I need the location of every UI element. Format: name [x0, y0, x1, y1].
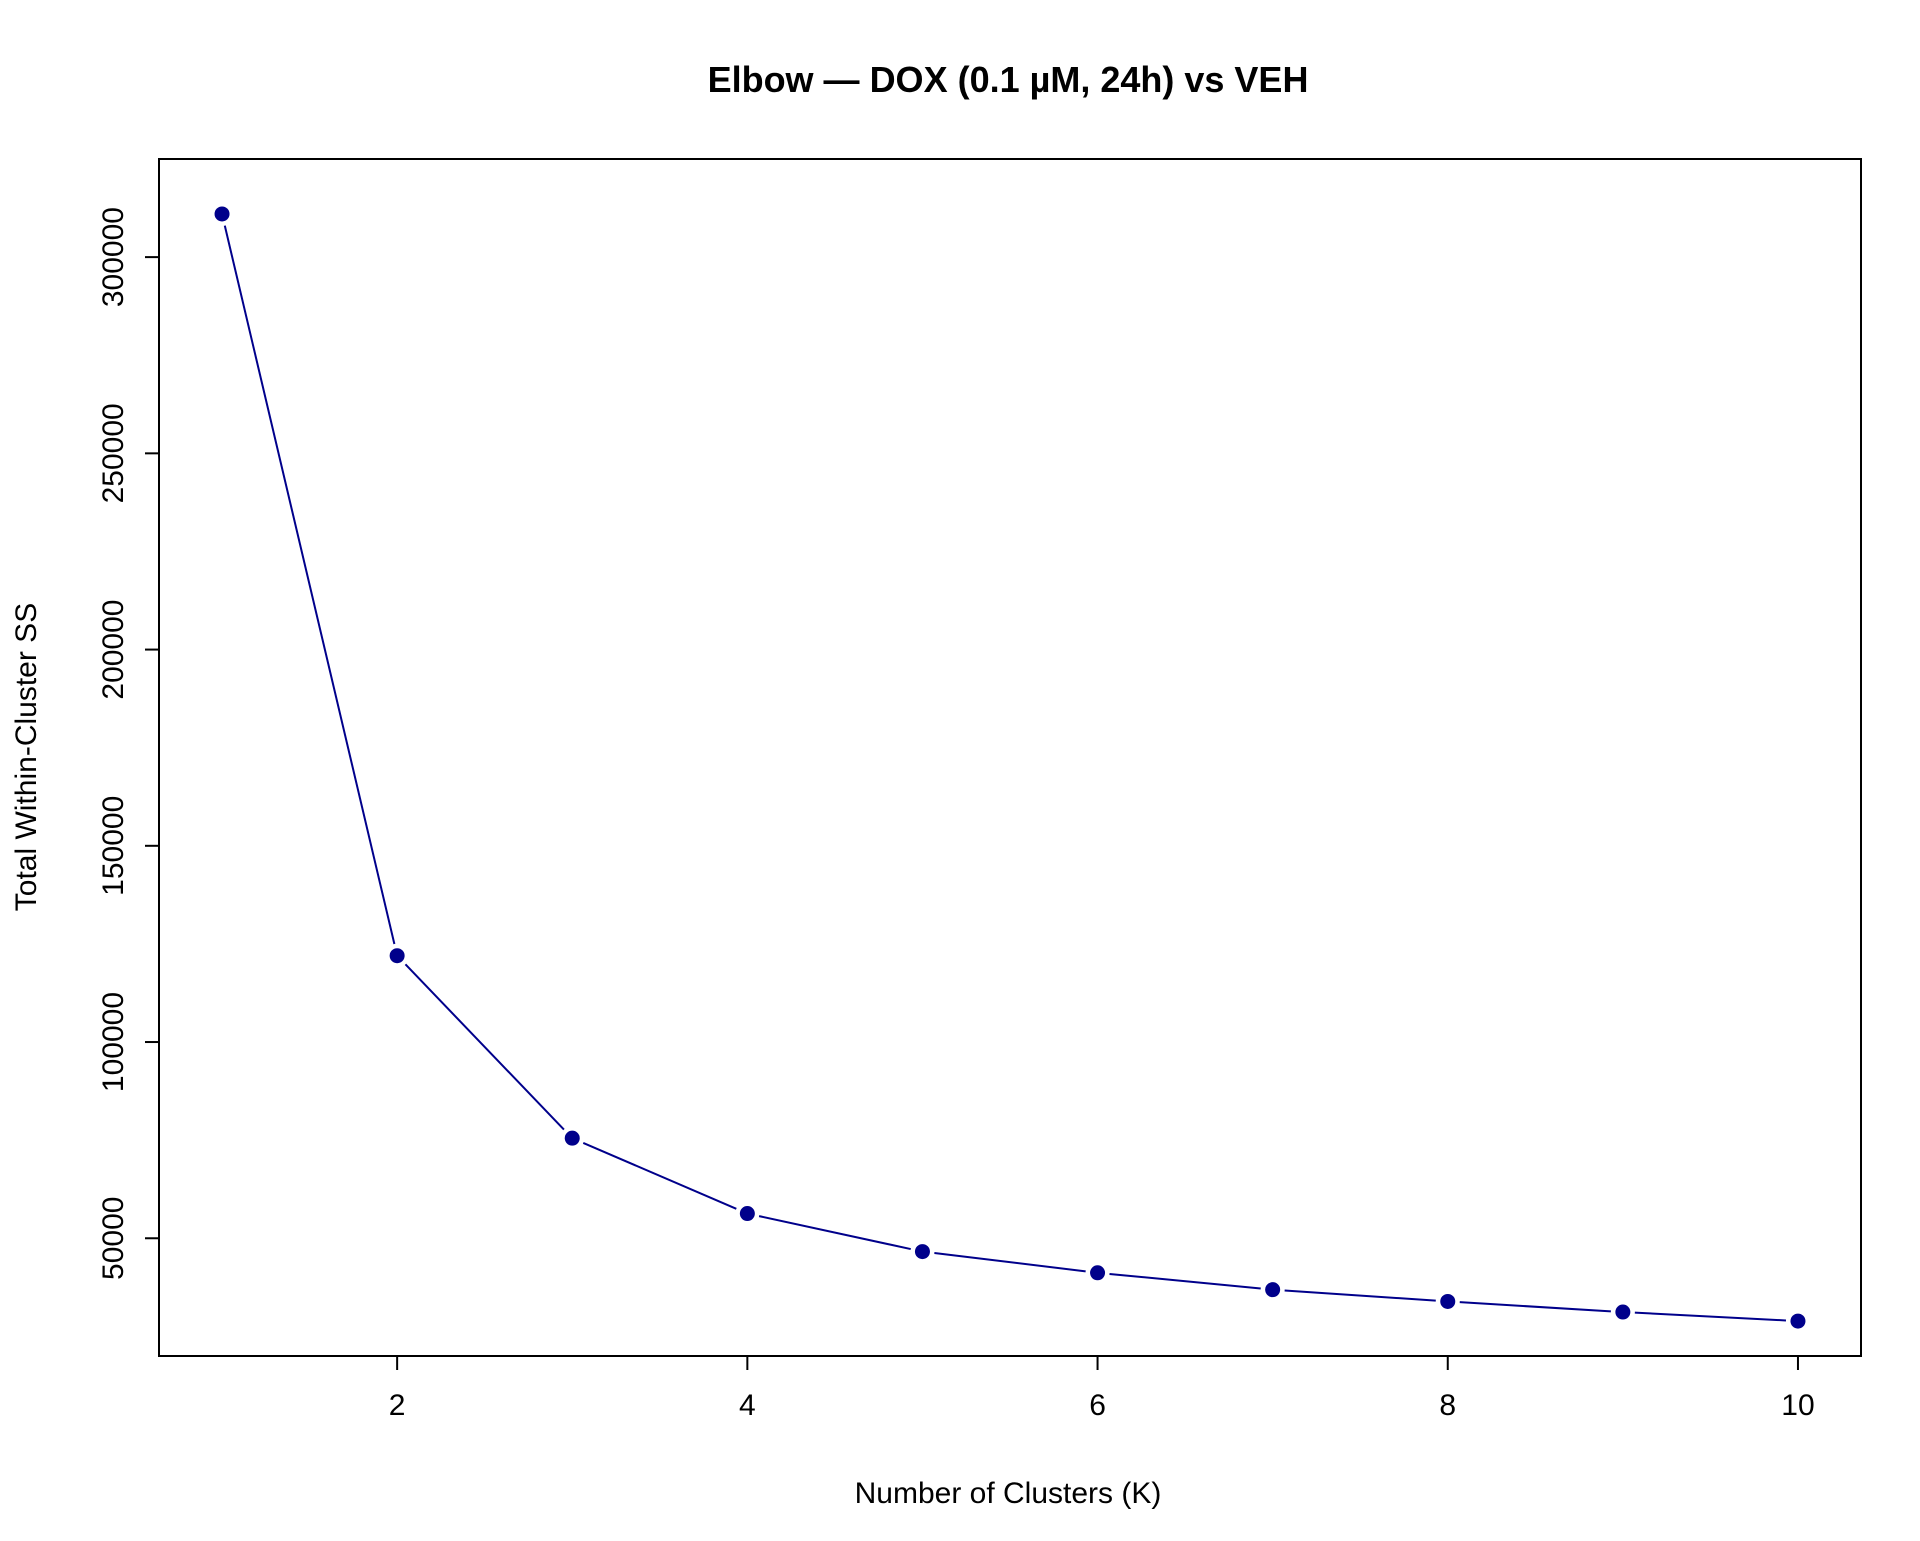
series-points — [214, 206, 1806, 1329]
x-tick-label: 8 — [1439, 1389, 1456, 1422]
series-segment — [582, 1142, 737, 1210]
y-tick-label: 300000 — [97, 207, 130, 307]
data-point — [1440, 1293, 1456, 1309]
data-point — [214, 206, 230, 222]
series-segment — [758, 1215, 911, 1251]
x-axis: 2 4 6 8 10 — [389, 1355, 1815, 1422]
data-point — [389, 948, 405, 964]
data-point — [564, 1130, 580, 1146]
data-point — [1615, 1304, 1631, 1320]
y-tick-label: 150000 — [97, 796, 130, 896]
series-segment — [1634, 1311, 1787, 1322]
y-tick-label: 250000 — [97, 403, 130, 503]
data-point — [1090, 1265, 1106, 1281]
x-axis-label: Number of Clusters (K) — [855, 1477, 1162, 1510]
plot-frame — [158, 158, 1862, 1357]
x-tick-label: 4 — [739, 1389, 756, 1422]
series-segment — [1109, 1272, 1261, 1290]
series-segment — [934, 1252, 1086, 1273]
data-point — [914, 1244, 930, 1260]
data-point — [1265, 1282, 1281, 1298]
x-tick-label: 6 — [1089, 1389, 1106, 1422]
y-tick-label: 200000 — [97, 600, 130, 700]
y-axis: 50000 100000 150000 200000 250000 300000 — [97, 207, 160, 1280]
series-line — [223, 225, 1787, 1322]
series-segment — [223, 225, 396, 945]
chart-title: Elbow — DOX (0.1 µM, 24h) vs VEH — [708, 59, 1309, 100]
series-segment — [1284, 1289, 1436, 1302]
data-point — [739, 1206, 755, 1222]
y-tick-label: 50000 — [97, 1197, 130, 1280]
x-tick-label: 2 — [389, 1389, 406, 1422]
y-tick-label: 100000 — [97, 992, 130, 1092]
series-segment — [404, 963, 565, 1131]
data-point — [1790, 1313, 1806, 1329]
y-axis-label: Total Within-Cluster SS — [10, 603, 43, 911]
series-segment — [1459, 1301, 1611, 1313]
x-tick-label: 10 — [1781, 1389, 1814, 1422]
